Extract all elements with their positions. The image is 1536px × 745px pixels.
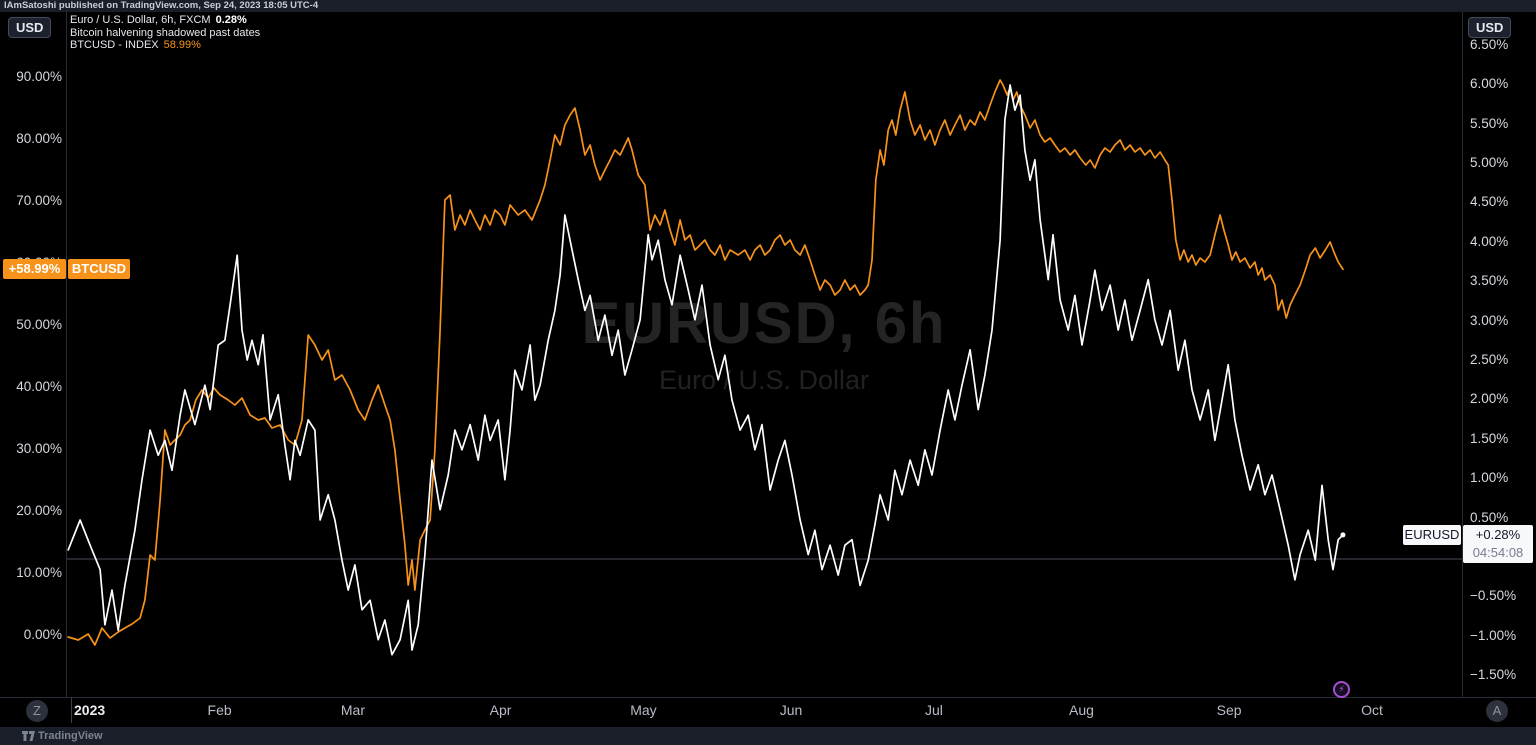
right-axis-tick: 3.50% [1470,273,1509,289]
time-axis-year-label: 2023 [74,702,106,718]
right-price-scale[interactable]: 6.50% 6.00% 5.50% 5.00% 4.50% 4.00% 3.50% 3.00%… [1462,12,1536,697]
price-plot[interactable] [0,12,1536,727]
bar-close-countdown: 04:54:08 [1472,544,1524,560]
right-axis-tick: 6.50% [1470,36,1509,52]
time-axis-month-label: Apr [489,702,512,718]
right-axis-tick: 4.00% [1470,233,1509,249]
right-axis-tick: 6.00% [1470,76,1509,92]
right-axis-tick: 1.00% [1470,470,1509,486]
right-axis-tick: 3.00% [1470,312,1509,328]
flash-icon[interactable]: ⚡ [1333,681,1350,698]
legend-main-change: 0.28% [215,14,247,26]
eurusd-symbol-label: EURUSD [1403,524,1461,545]
left-axis-border [66,12,67,697]
btcusd-symbol-label: BTCUSD [68,259,130,280]
legend-main-series[interactable]: Euro / U.S. Dollar, 6h, FXCM 0.28% [70,14,260,27]
right-axis-tick: 5.00% [1470,155,1509,170]
time-axis-border [0,697,1536,698]
time-axis-month-label: Jun [779,702,803,718]
right-axis-tick: 4.50% [1470,194,1509,210]
year-tick-mark [71,697,72,723]
time-axis-month-label: Jul [924,702,943,718]
eurusd-last-price-dot [1340,532,1346,538]
auto-scale-button[interactable]: A [1486,700,1508,722]
tradingview-wordmark[interactable]: TradingView [38,730,103,742]
attribution-bar: IAmSatoshi published on TradingView.com,… [0,0,1536,12]
left-axis-tick: 80.00% [16,131,62,146]
time-axis-month-label: Oct [1361,702,1383,718]
legend-overlay-title: BTCUSD - INDEX [70,39,159,51]
tradingview-logo [22,731,35,741]
right-axis-tick: −1.00% [1470,627,1517,643]
time-axis-month-label: Sep [1216,702,1242,718]
left-axis-tick: 20.00% [16,503,62,518]
left-axis-tick: 30.00% [16,441,62,456]
right-axis-tick: −0.50% [1470,588,1517,604]
left-axis-tick: 0.00% [23,627,62,642]
legend-main-title: Euro / U.S. Dollar, 6h, FXCM [70,14,211,26]
time-scale[interactable]: 2023 Feb Mar Apr May Jun Jul Aug Sep Oct [0,697,1536,727]
chart-legend: Euro / U.S. Dollar, 6h, FXCM 0.28% Bitcoi… [70,14,260,52]
right-axis-tick: −1.50% [1470,667,1517,683]
legend-overlay-change: 58.99% [163,39,201,51]
right-axis-tick: 1.50% [1470,430,1509,446]
legend-overlay-series[interactable]: BTCUSD - INDEX 58.99% [70,39,260,52]
time-axis-month-label: Mar [340,702,365,718]
right-axis-tick: 2.00% [1470,391,1509,407]
time-axis-month-label: May [630,702,657,718]
right-axis-tick: 5.50% [1470,115,1509,131]
left-axis-tick: 40.00% [16,379,62,394]
timezone-button[interactable]: Z [26,700,48,722]
left-axis-tick: 90.00% [16,69,62,84]
left-axis-tick: 70.00% [16,193,62,208]
right-axis-tick: 0.50% [1470,509,1509,525]
eurusd-axis-value-label: +0.28% 04:54:08 [1463,524,1533,563]
btcusd-axis-value-label: +58.99% [3,259,66,280]
right-axis-border [1462,12,1463,697]
time-axis-month-label: Aug [1069,702,1094,718]
left-price-scale[interactable]: 90.00%80.00%70.00%60.00%50.00%40.00%30.0… [0,12,66,697]
eurusd-line[interactable] [67,84,1344,656]
left-axis-tick: 10.00% [16,565,62,580]
legend-note[interactable]: Bitcoin halvening shadowed past dates [70,26,261,39]
right-axis-tick: 2.50% [1470,352,1509,367]
btcusd-line[interactable] [67,79,1344,646]
right-scale-currency-button[interactable]: USD [1468,17,1512,38]
left-axis-tick: 50.00% [16,317,62,332]
chart-area[interactable]: EURUSD, 6h Euro / U.S. Dollar Euro / U.S… [0,12,1536,727]
footer-bar: TradingView [0,727,1536,745]
attribution-text: IAmSatoshi published on TradingView.com,… [4,0,319,11]
eurusd-change-value: +0.28% [1475,526,1521,542]
left-scale-currency-button[interactable]: USD [8,17,52,38]
time-axis-month-label: Feb [207,702,232,718]
